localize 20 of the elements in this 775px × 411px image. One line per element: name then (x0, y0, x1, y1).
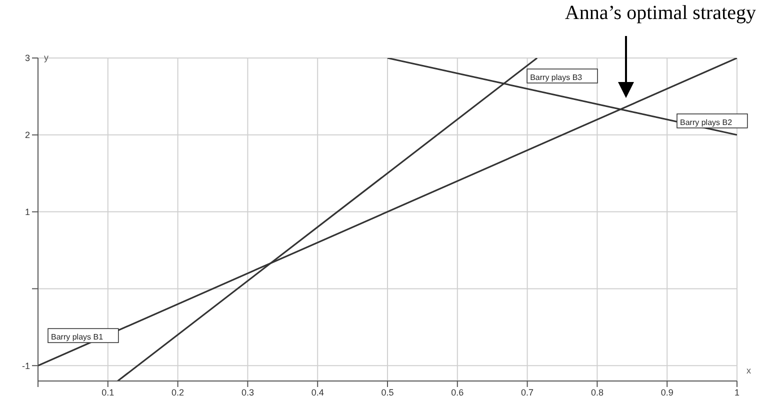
series-label: Barry plays B2 (680, 118, 733, 127)
y-tick-label: -1 (22, 360, 30, 371)
text: Anna’s optimal strategy (564, 2, 756, 25)
y-axis-title: y (44, 52, 49, 62)
x-tick-label: 0.4 (311, 387, 324, 398)
x-tick-label: 0.3 (241, 387, 254, 398)
y-tick-label: 1 (24, 207, 30, 218)
x-tick-label: 0.9 (660, 387, 674, 398)
x-tick-label: 0.7 (521, 387, 534, 398)
x-tick-label: 0.2 (172, 387, 184, 398)
x-tick-label: 0.5 (381, 387, 394, 398)
x-tick-label: 1 (734, 387, 740, 398)
y-tick-label: 3 (24, 53, 30, 64)
y-tick-label: 2 (24, 130, 30, 140)
x-tick-label: 0.6 (451, 387, 464, 398)
x-tick-label: 0.8 (590, 387, 604, 398)
series-label: Barry plays B1 (51, 332, 104, 342)
series-label: Barry plays B3 (530, 73, 583, 82)
x-tick-label: 0.1 (102, 387, 114, 398)
x-axis-title: x (746, 365, 752, 376)
